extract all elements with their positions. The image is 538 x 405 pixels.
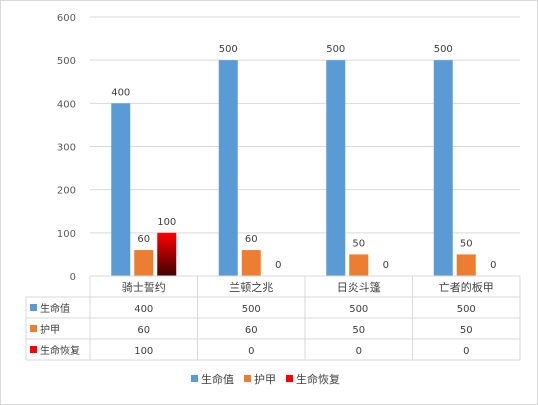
- data-label: 0: [490, 260, 496, 271]
- data-label: 100: [157, 217, 176, 228]
- data-label: 50: [352, 238, 365, 249]
- data-label: 0: [275, 260, 281, 271]
- data-label: 400: [111, 87, 130, 98]
- legend-key: [191, 375, 198, 382]
- legend-key: [286, 375, 293, 382]
- bar-2-3: [349, 254, 369, 276]
- data-label: 60: [245, 234, 258, 245]
- bar-2-4: [456, 254, 476, 276]
- category-label: 日炎斗篷: [337, 280, 381, 294]
- bar-1-3: [326, 60, 346, 276]
- bar-2-2: [241, 250, 261, 276]
- bar-1-1: [111, 103, 131, 276]
- y-tick-label: 400: [57, 99, 76, 110]
- table-cell: 60: [245, 325, 258, 336]
- legend-label: 生命值: [201, 372, 234, 386]
- table-series-name: 生命值: [40, 302, 70, 315]
- bar-3-1: [157, 232, 177, 276]
- table-legend-key: [30, 304, 37, 311]
- table-cell: 400: [134, 304, 153, 315]
- data-label: 500: [326, 44, 345, 55]
- table-cell: 0: [356, 346, 362, 357]
- y-tick-label: 300: [57, 143, 76, 154]
- y-tick-label: 200: [57, 186, 76, 197]
- y-tick-label: 600: [57, 13, 76, 24]
- bar-1-4: [433, 60, 453, 276]
- y-tick-label: 0: [70, 272, 76, 283]
- table-series-name: 护甲: [40, 323, 60, 336]
- table-cell: 500: [349, 304, 368, 315]
- category-label: 兰顿之兆: [229, 280, 273, 294]
- y-tick-label: 100: [57, 229, 76, 240]
- y-tick-label: 500: [57, 56, 76, 67]
- table-cell: 0: [463, 346, 469, 357]
- bar-1-2: [218, 60, 238, 276]
- data-label: 50: [460, 238, 473, 249]
- data-label: 500: [434, 44, 453, 55]
- table-cell: 0: [248, 346, 254, 357]
- table-legend-key: [30, 346, 37, 353]
- table-cell: 500: [242, 304, 261, 315]
- data-label: 500: [219, 44, 238, 55]
- table-cell: 500: [457, 304, 476, 315]
- bar-2-1: [134, 250, 154, 276]
- category-label: 骑士誓约: [122, 281, 166, 294]
- category-label: 亡者的板甲: [439, 280, 494, 294]
- table-series-name: 生命恢复: [40, 344, 80, 357]
- table-cell: 100: [134, 346, 153, 357]
- data-label: 0: [383, 260, 389, 271]
- data-label: 60: [137, 234, 150, 245]
- legend-key: [244, 375, 251, 382]
- table-legend-key: [30, 325, 37, 332]
- table-cell: 50: [460, 325, 473, 336]
- table-cell: 60: [137, 325, 150, 336]
- legend-label: 护甲: [254, 372, 276, 386]
- table-cell: 50: [352, 325, 365, 336]
- legend-label: 生命恢复: [296, 372, 340, 386]
